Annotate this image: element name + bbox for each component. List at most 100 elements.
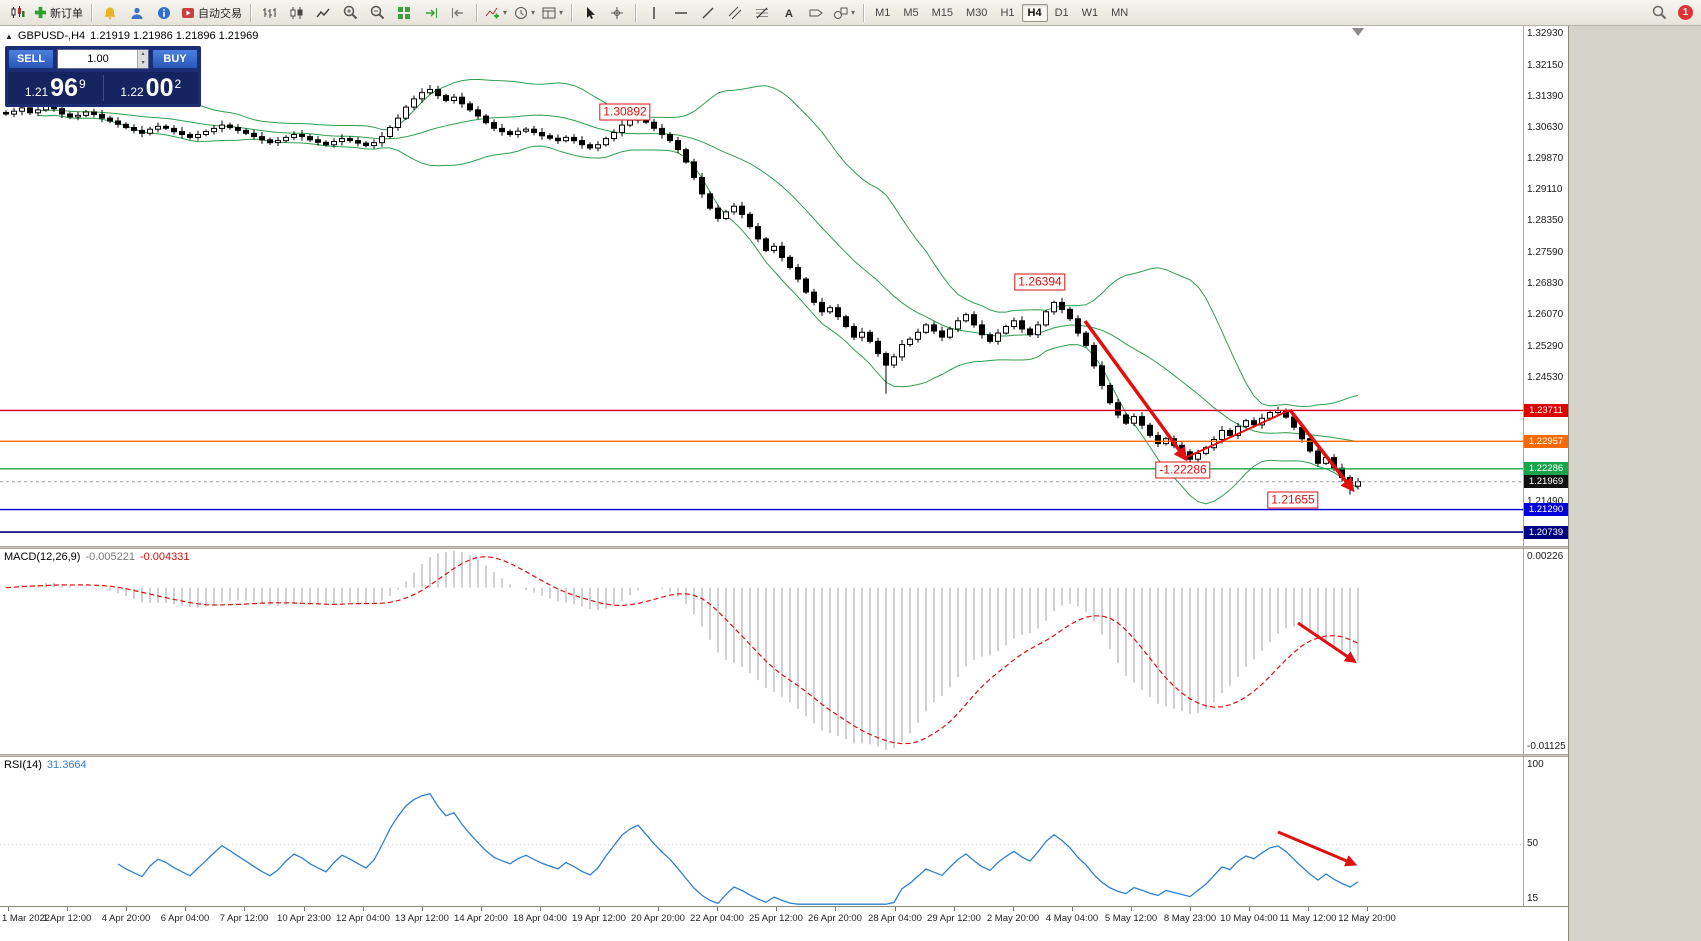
bar-chart-type-button[interactable] <box>256 2 282 24</box>
time-tick <box>954 907 955 911</box>
time-axis-label: 25 Apr 12:00 <box>749 913 803 924</box>
channel-icon <box>728 6 742 19</box>
sell-button[interactable]: SELL <box>8 49 54 69</box>
lot-decrease-button[interactable]: ▾ <box>137 59 148 68</box>
text-tool-button[interactable]: A <box>776 2 802 24</box>
time-tick <box>895 907 896 911</box>
price-annotation-label[interactable]: 1.21655 <box>1267 491 1319 509</box>
price-level-badge: 1.22957 <box>1524 435 1568 448</box>
line-chart-type-button[interactable] <box>310 2 336 24</box>
toolbar-separator <box>571 3 573 22</box>
price-label-tool-button[interactable] <box>803 2 829 24</box>
price-panel: 1.32930 1.32150 1.31390 1.30630 1.29870 1.291… <box>0 26 1568 546</box>
timeframe-w1-button[interactable]: W1 <box>1081 6 1099 19</box>
panel-splitter[interactable] <box>0 546 1568 549</box>
rsi-header: RSI(14) 31.3664 <box>4 759 87 771</box>
periods-button[interactable]: ▾ <box>511 2 538 24</box>
time-axis[interactable]: 1 Mar 2022 1 Apr 12:00 4 Apr 20:00 6 Apr 04… <box>0 906 1568 941</box>
chevron-down-icon: ▾ <box>559 7 564 17</box>
timeframe-h1-button[interactable]: H1 <box>1000 6 1015 19</box>
timeframe-h4-button[interactable]: H4 <box>1021 3 1048 22</box>
trendline-icon <box>702 6 714 19</box>
candlestick-type-button[interactable] <box>283 2 309 24</box>
search-icon <box>1652 5 1666 20</box>
timeframe-mn-button[interactable]: MN <box>1111 6 1129 19</box>
trendline-tool-button[interactable] <box>695 2 721 24</box>
svg-text:A: A <box>785 8 793 20</box>
crosshair-button[interactable] <box>604 2 630 24</box>
time-axis-label: 8 May 23:00 <box>1163 913 1217 924</box>
alerts-button[interactable] <box>97 2 123 24</box>
price-annotation-label[interactable]: -1.22286 <box>1155 461 1211 479</box>
chart-shift-button[interactable] <box>445 2 471 24</box>
price-level-badge: 1.21290 <box>1524 503 1568 516</box>
timeframe-d1-button[interactable]: D1 <box>1054 6 1069 19</box>
vertical-line-tool-button[interactable] <box>641 2 667 24</box>
timeframe-m15-button[interactable]: M15 <box>931 6 954 19</box>
macd-chart-canvas[interactable] <box>0 549 1524 754</box>
cursor-button[interactable] <box>577 2 603 24</box>
rsi-scale-max: 100 <box>1527 759 1544 770</box>
timeframe-m1-button[interactable]: M1 <box>875 6 891 19</box>
new-chart-button[interactable] <box>4 2 30 24</box>
macd-scale[interactable]: 0.00226 -0.01125 <box>1523 549 1568 754</box>
rsi-scale-min: 15 <box>1527 893 1539 904</box>
time-axis-label: 1 Mar 2022 <box>2 913 51 924</box>
lot-size-field[interactable]: ▴ ▾ <box>57 49 149 69</box>
price-chart-canvas[interactable] <box>0 26 1524 546</box>
toolbar-separator <box>250 3 251 22</box>
price-level-badge: 1.20739 <box>1524 526 1568 539</box>
sell-price-display[interactable]: 1.21 96 9 <box>24 74 86 102</box>
lot-increase-button[interactable]: ▴ <box>137 50 148 59</box>
indicators-button[interactable]: ▾ <box>482 2 510 24</box>
trade-panel-toggle-icon[interactable]: ▲ <box>5 31 13 41</box>
time-tick <box>304 907 305 911</box>
toolbar-separator <box>863 3 865 22</box>
channel-tool-button[interactable] <box>722 2 748 24</box>
time-tick <box>599 907 600 911</box>
shapes-tool-button[interactable]: ▾ <box>830 2 858 24</box>
time-tick <box>185 907 186 911</box>
text-icon: A <box>785 8 793 20</box>
lot-size-input[interactable] <box>58 50 148 68</box>
workspace-background <box>1568 26 1701 941</box>
info-button[interactable] <box>151 2 177 24</box>
toolbar-separator <box>635 3 637 22</box>
price-scale-label: 1.32930 <box>1527 28 1564 39</box>
price-annotation-label[interactable]: 1.26394 <box>1014 273 1066 291</box>
zoom-in-button[interactable] <box>337 2 363 24</box>
panel-splitter[interactable] <box>0 754 1568 757</box>
time-axis-label: 13 Apr 12:00 <box>395 913 449 924</box>
macd-scale-max: 0.00226 <box>1527 551 1564 562</box>
zoom-out-button[interactable] <box>364 2 390 24</box>
buy-price-display[interactable]: 1.22 00 2 <box>120 74 182 102</box>
autotrading-button[interactable]: 自动交易 <box>178 2 245 24</box>
timeframe-m30-button[interactable]: M30 <box>966 6 988 19</box>
notification-badge[interactable]: 1 <box>1678 5 1693 20</box>
time-axis-label: 19 Apr 12:00 <box>572 913 626 924</box>
shapes-icon <box>834 7 848 19</box>
fibonacci-tool-button[interactable] <box>749 2 775 24</box>
crosshair-icon <box>611 6 624 19</box>
macd-main-value: -0.005221 <box>85 551 135 563</box>
search-button[interactable] <box>1646 2 1672 24</box>
tile-windows-button[interactable] <box>391 2 417 24</box>
symbol-title: GBPUSD-,H4 <box>17 30 86 42</box>
auto-scroll-button[interactable] <box>418 2 444 24</box>
profiles-button[interactable] <box>124 2 150 24</box>
new-order-button[interactable]: 新订单 <box>31 2 86 24</box>
rsi-scale[interactable]: 100 50 15 <box>1523 757 1568 906</box>
templates-button[interactable]: ▾ <box>539 2 566 24</box>
price-annotation-label[interactable]: 1.30892 <box>599 103 651 121</box>
new-order-label: 新订单 <box>50 7 83 20</box>
rsi-value: 31.3664 <box>46 759 87 771</box>
rsi-chart-canvas[interactable] <box>0 757 1524 906</box>
time-axis-label: 18 Apr 04:00 <box>513 913 567 924</box>
time-axis-label: 6 Apr 04:00 <box>160 913 210 924</box>
timeframe-m5-button[interactable]: M5 <box>903 6 919 19</box>
buy-button[interactable]: BUY <box>152 49 198 69</box>
time-tick <box>67 907 68 911</box>
price-scale[interactable]: 1.32930 1.32150 1.31390 1.30630 1.29870 1.291… <box>1523 26 1568 546</box>
horizontal-line-tool-button[interactable] <box>668 2 694 24</box>
